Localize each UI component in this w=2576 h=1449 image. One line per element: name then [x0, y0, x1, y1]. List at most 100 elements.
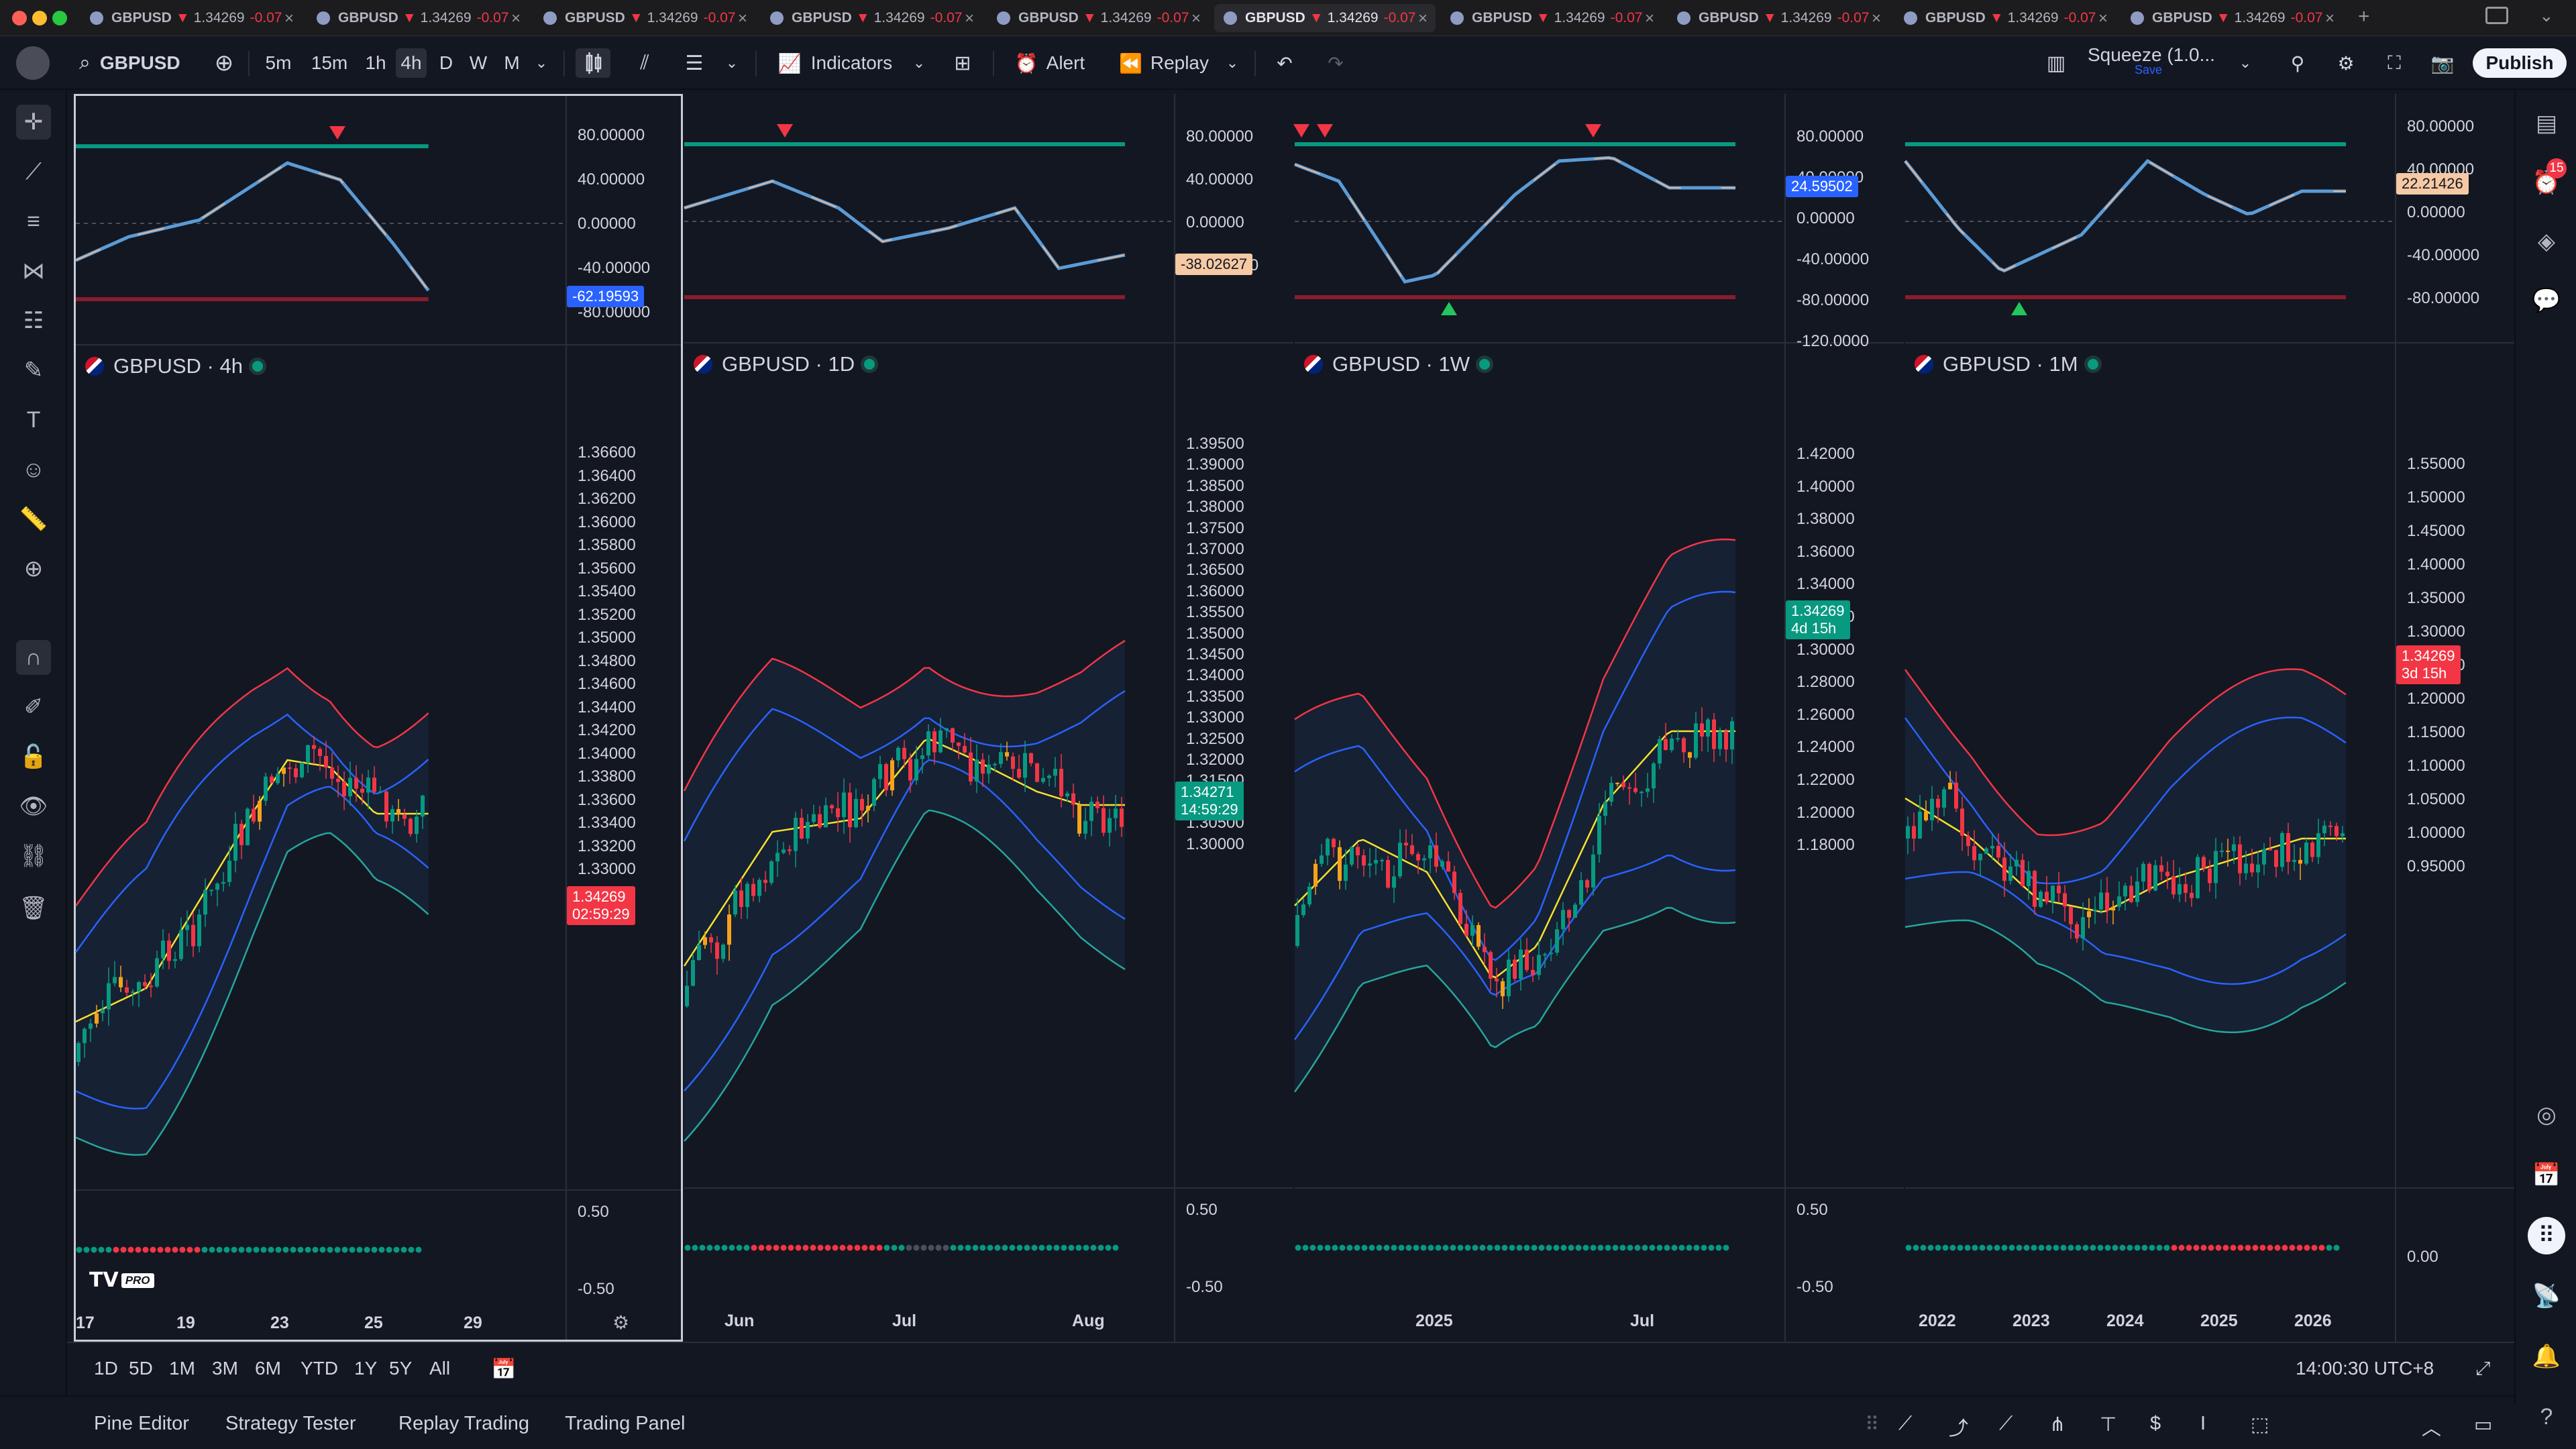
close-tab-icon[interactable]: ×	[1642, 9, 1654, 28]
gear-icon[interactable]: ⚙	[612, 1312, 630, 1333]
symbol-search[interactable]: ⌕ GBPUSD	[79, 48, 193, 78]
watchlist-icon[interactable]: ▤	[2535, 111, 2558, 136]
gear-icon[interactable]: ⚙	[2337, 52, 2355, 74]
range-All[interactable]: All	[429, 1358, 451, 1379]
layers-icon[interactable]: ◈	[2537, 229, 2556, 254]
browser-tab[interactable]: GBPUSD ▼ 1.34269 -0.07 ×	[1214, 4, 1436, 32]
chart-pane[interactable]: 80.0000040.000000.00000-80.00000-38.0262…	[683, 94, 1293, 1342]
layout-grid-icon[interactable]: ▥	[2046, 52, 2066, 74]
avatar[interactable]	[16, 46, 50, 80]
text-icon[interactable]: T	[26, 407, 41, 433]
range-5Y[interactable]: 5Y	[389, 1358, 413, 1379]
trend-line-icon[interactable]: ⟋	[25, 158, 42, 184]
chat-icon[interactable]: 💬	[2532, 288, 2561, 313]
interval-dropdown-chevron-icon[interactable]: ⌄	[535, 54, 548, 71]
chart-legend-title[interactable]: GBPUSD · 1W	[1304, 352, 1490, 376]
close-tab-icon[interactable]: ×	[1868, 9, 1881, 28]
compare-symbol-button[interactable]: ⊕	[214, 50, 234, 76]
apps-grid-icon[interactable]: ⠿	[2528, 1217, 2565, 1254]
trash-icon[interactable]: 🗑	[19, 896, 48, 921]
redo-icon[interactable]: ↷	[1328, 52, 1344, 74]
range-5D[interactable]: 5D	[129, 1358, 153, 1379]
chevron-up-icon[interactable]: ︿	[2422, 1418, 2442, 1440]
stay-in-drawing-icon[interactable]: ✐	[23, 694, 44, 720]
chevron-down-icon[interactable]: ⌄	[2539, 5, 2554, 25]
camera-icon[interactable]: 📷	[2430, 52, 2455, 74]
interval-5m[interactable]: 5m	[265, 52, 292, 73]
chart-settings-list-icon[interactable]: ☰	[685, 52, 704, 74]
horizontal-lines-icon[interactable]: ≡	[27, 208, 40, 234]
browser-tab[interactable]: GBPUSD ▼ 1.34269 -0.07 ×	[761, 4, 982, 32]
close-tab-icon[interactable]: ×	[1188, 9, 1201, 28]
chevron-down-icon[interactable]: ⌄	[1226, 54, 1239, 71]
browser-tab[interactable]: GBPUSD ▼ 1.34269 -0.07 ×	[1441, 4, 1662, 32]
pitchfork-icon[interactable]: ⋔	[2049, 1414, 2066, 1436]
chart-pane[interactable]: 80.0000040.000000.00000-40.00000-80.0000…	[1293, 94, 1904, 1342]
chart-legend-title[interactable]: GBPUSD · 1D	[694, 352, 875, 376]
range-YTD[interactable]: YTD	[301, 1358, 338, 1379]
price-label-icon[interactable]: $	[2150, 1413, 2161, 1434]
panel-tab-replay-trading[interactable]: Replay Trading	[398, 1413, 530, 1434]
ray-tool-icon[interactable]: ⟋	[1999, 1413, 2013, 1434]
range-1M[interactable]: 1M	[169, 1358, 195, 1379]
close-tab-icon[interactable]: ×	[508, 9, 521, 28]
browser-tab[interactable]: GBPUSD ▼ 1.34269 -0.07 ×	[1894, 4, 2116, 32]
line-tool-icon[interactable]: ⟋	[1898, 1413, 1913, 1434]
lock-icon[interactable]: 🔓	[19, 744, 48, 769]
note-icon[interactable]: ⊤	[2100, 1414, 2117, 1436]
browser-tab[interactable]: GBPUSD ▼ 1.34269 -0.07 ×	[307, 4, 529, 32]
range-6M[interactable]: 6M	[255, 1358, 281, 1379]
range-1Y[interactable]: 1Y	[354, 1358, 378, 1379]
close-tab-icon[interactable]: ×	[281, 9, 294, 28]
bar-chart-icon[interactable]: ⫽	[640, 52, 649, 74]
browser-tab[interactable]: GBPUSD ▼ 1.34269 -0.07 ×	[80, 4, 302, 32]
interval-M[interactable]: M	[504, 52, 520, 73]
help-icon[interactable]: ?	[2540, 1403, 2553, 1430]
target-icon[interactable]: ◎	[2536, 1102, 2557, 1128]
interval-15m[interactable]: 15m	[311, 52, 348, 73]
rectangle-icon[interactable]: ⬚	[2251, 1414, 2269, 1436]
templates-grid-icon[interactable]: ⊞	[954, 52, 971, 74]
maximize-window-button[interactable]	[52, 11, 67, 25]
interval-1h[interactable]: 1h	[365, 52, 386, 73]
chevron-down-icon[interactable]: ⌄	[725, 54, 739, 71]
link-icon[interactable]: ⛓	[19, 843, 48, 869]
indicators-button[interactable]: 📈 Indicators	[771, 48, 899, 78]
range-3M[interactable]: 3M	[212, 1358, 238, 1379]
magnet-icon[interactable]: ∩	[16, 640, 51, 675]
interval-W[interactable]: W	[469, 52, 488, 73]
crosshair-icon[interactable]: ✛	[16, 105, 51, 140]
close-tab-icon[interactable]: ×	[961, 9, 974, 28]
bell-icon[interactable]: 🔔	[2532, 1344, 2561, 1369]
interval-4h[interactable]: 4h	[396, 48, 427, 78]
browser-tab[interactable]: GBPUSD ▼ 1.34269 -0.07 ×	[2121, 4, 2343, 32]
undo-icon[interactable]: ↶	[1277, 52, 1293, 74]
fullscreen-icon[interactable]: ⛶	[2387, 52, 2401, 73]
range-1D[interactable]: 1D	[94, 1358, 118, 1379]
maximize-panel-icon[interactable]: ▭	[2474, 1414, 2493, 1436]
close-window-button[interactable]	[12, 11, 27, 25]
ruler-icon[interactable]: 📏	[19, 506, 48, 532]
browser-tab[interactable]: GBPUSD ▼ 1.34269 -0.07 ×	[1668, 4, 1889, 32]
brush-icon[interactable]: ✎	[23, 358, 44, 383]
chevron-down-icon[interactable]: ⌄	[2239, 54, 2252, 71]
price-scale[interactable]: 80.0000040.000000.00000-40.00000-80.0000…	[1784, 94, 1904, 1342]
price-range-icon[interactable]: I	[2200, 1413, 2206, 1434]
price-chart-canvas[interactable]	[683, 94, 1174, 1342]
close-tab-icon[interactable]: ×	[2322, 9, 2334, 28]
candles-chart-type-icon[interactable]	[576, 48, 610, 78]
chart-legend-title[interactable]: GBPUSD · 4h	[85, 354, 263, 378]
minimize-window-button[interactable]	[32, 11, 47, 25]
chart-legend-title[interactable]: GBPUSD · 1M	[1915, 352, 2098, 376]
browser-tab[interactable]: GBPUSD ▼ 1.34269 -0.07 ×	[534, 4, 755, 32]
quick-search-icon[interactable]: ⚲	[2290, 52, 2305, 74]
new-tab-button[interactable]: +	[2358, 5, 2370, 28]
emoji-icon[interactable]: ☺	[21, 456, 46, 482]
calendar-icon[interactable]: 📅	[2532, 1163, 2561, 1188]
goto-date-icon[interactable]: 📅	[491, 1358, 517, 1381]
replay-button[interactable]: ⏪ Replay	[1114, 48, 1214, 78]
zoom-in-icon[interactable]: ⊕	[23, 556, 44, 582]
